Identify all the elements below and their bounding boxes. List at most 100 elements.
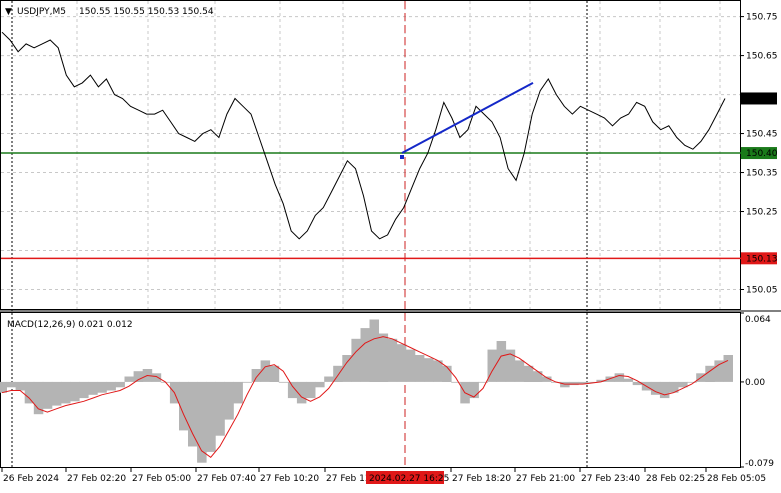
price-tick-label: 150.45 bbox=[746, 130, 778, 140]
macd-bar bbox=[342, 355, 352, 382]
macd-bar bbox=[678, 381, 688, 388]
macd-bar bbox=[723, 355, 733, 382]
macd-bar bbox=[242, 381, 252, 383]
macd-bar bbox=[532, 371, 543, 382]
time-tick-label: 26 Feb 2024 bbox=[3, 474, 59, 484]
macd-bar bbox=[179, 381, 189, 431]
support-level-label-bg bbox=[741, 147, 777, 160]
macd-bar bbox=[115, 381, 125, 388]
macd-bar bbox=[569, 381, 579, 386]
macd-bar bbox=[333, 365, 343, 382]
macd-bar bbox=[714, 360, 724, 382]
macd-bar bbox=[306, 381, 316, 399]
macd-bar bbox=[33, 381, 44, 415]
macd-bar bbox=[233, 381, 243, 404]
time-tick-label: 27 Feb 18:20 bbox=[452, 474, 511, 484]
macd-bar bbox=[442, 365, 452, 382]
macd-bar bbox=[505, 349, 516, 382]
macd-bar bbox=[324, 376, 334, 382]
trend-line-anchor[interactable] bbox=[400, 155, 404, 159]
macd-bar bbox=[296, 381, 307, 404]
macd-bar bbox=[15, 381, 26, 391]
macd-bar bbox=[405, 349, 416, 382]
chart-menu-icon[interactable]: ▼ bbox=[5, 7, 12, 17]
macd-bar bbox=[269, 365, 280, 382]
price-tick-label: 150.75 bbox=[746, 13, 778, 23]
macd-bar bbox=[206, 381, 216, 452]
time-tick-label: 28 Feb 02:25 bbox=[646, 474, 705, 484]
price-tick-label: 150.35 bbox=[746, 169, 778, 179]
macd-bar bbox=[414, 355, 425, 382]
price-panel-frame bbox=[0, 0, 741, 310]
macd-bar bbox=[669, 381, 679, 393]
price-line bbox=[1, 31, 726, 240]
price-tick-label: 150.05 bbox=[746, 286, 778, 296]
time-tick-label: 27 Feb 23:40 bbox=[581, 474, 640, 484]
macd-bar bbox=[478, 381, 488, 383]
price-tick-label: 150.25 bbox=[746, 208, 778, 218]
trend-line[interactable] bbox=[401, 81, 534, 154]
macd-bar bbox=[51, 381, 62, 406]
macd-bar bbox=[469, 381, 479, 399]
macd-bar bbox=[278, 381, 289, 383]
macd-axis[interactable]: 0.064 0.00 -0.079 bbox=[740, 312, 774, 469]
time-tick-label: 27 Feb 05:00 bbox=[132, 474, 191, 484]
macd-bar bbox=[0, 381, 7, 393]
time-tick-label: 27 Feb 02:20 bbox=[67, 474, 126, 484]
price-tick-label: 150.65 bbox=[746, 52, 778, 62]
macd-bar bbox=[224, 381, 234, 420]
ohlc-values: 150.55 150.55 150.53 150.54 bbox=[79, 7, 214, 17]
macd-bar bbox=[451, 381, 461, 383]
macd-bar bbox=[315, 381, 325, 388]
macd-bar bbox=[287, 381, 298, 399]
macd-bar bbox=[596, 379, 606, 382]
time-tick-label: 27 Feb 10:20 bbox=[260, 474, 319, 484]
macd-bar bbox=[360, 328, 370, 382]
event-time-label-bg bbox=[366, 471, 444, 484]
macd-bar bbox=[542, 376, 552, 382]
macd-bar bbox=[197, 381, 207, 463]
macd-bar bbox=[387, 338, 398, 382]
macd-bar bbox=[70, 381, 80, 402]
macd-bar bbox=[79, 381, 89, 399]
time-tick-label: 28 Feb 05:05 bbox=[707, 474, 766, 484]
macd-bar bbox=[578, 381, 588, 385]
macd-label: MACD(12,26,9) 0.021 0.012 bbox=[7, 320, 133, 330]
macd-bar bbox=[151, 373, 162, 382]
macd-bar bbox=[396, 344, 407, 382]
macd-bar bbox=[687, 381, 697, 383]
macd-bar bbox=[251, 369, 262, 382]
macd-bar bbox=[351, 338, 361, 382]
macd-bar bbox=[124, 376, 134, 382]
macd-bar bbox=[24, 381, 35, 404]
macd-bar bbox=[42, 381, 53, 409]
macd-tick-label: 0.00 bbox=[745, 378, 765, 388]
support-level-label: 150.40 bbox=[746, 149, 778, 159]
macd-bar bbox=[215, 381, 225, 436]
macd-bar bbox=[61, 381, 71, 404]
price-axis[interactable]: 150.75 150.65 150.54 150.45 150.40 150.35 150.… bbox=[740, 13, 778, 296]
time-tick-label: 27 Feb 07:40 bbox=[197, 474, 256, 484]
macd-bar bbox=[487, 349, 497, 382]
macd-bar bbox=[6, 381, 16, 388]
macd-bar bbox=[623, 378, 634, 382]
macd-bar bbox=[605, 376, 615, 382]
macd-bar bbox=[650, 381, 661, 395]
macd-bar bbox=[133, 371, 144, 382]
time-tick-label: 27 Feb 13 bbox=[326, 474, 371, 484]
current-price-label-bg bbox=[741, 92, 777, 105]
macd-signal-line bbox=[1, 336, 729, 458]
macd-bar bbox=[88, 381, 98, 395]
macd-tick-label: 0.064 bbox=[745, 315, 771, 325]
macd-bar bbox=[378, 333, 389, 382]
time-axis[interactable]: 26 Feb 2024 27 Feb 02:20 27 Feb 05:00 27 Fe… bbox=[1, 468, 766, 484]
macd-bar bbox=[496, 341, 507, 382]
macd-bar bbox=[614, 373, 625, 382]
macd-bar bbox=[523, 365, 534, 382]
macd-bar bbox=[97, 381, 107, 393]
macd-bar bbox=[632, 381, 643, 386]
macd-bar bbox=[369, 319, 379, 382]
macd-bar bbox=[188, 381, 198, 447]
